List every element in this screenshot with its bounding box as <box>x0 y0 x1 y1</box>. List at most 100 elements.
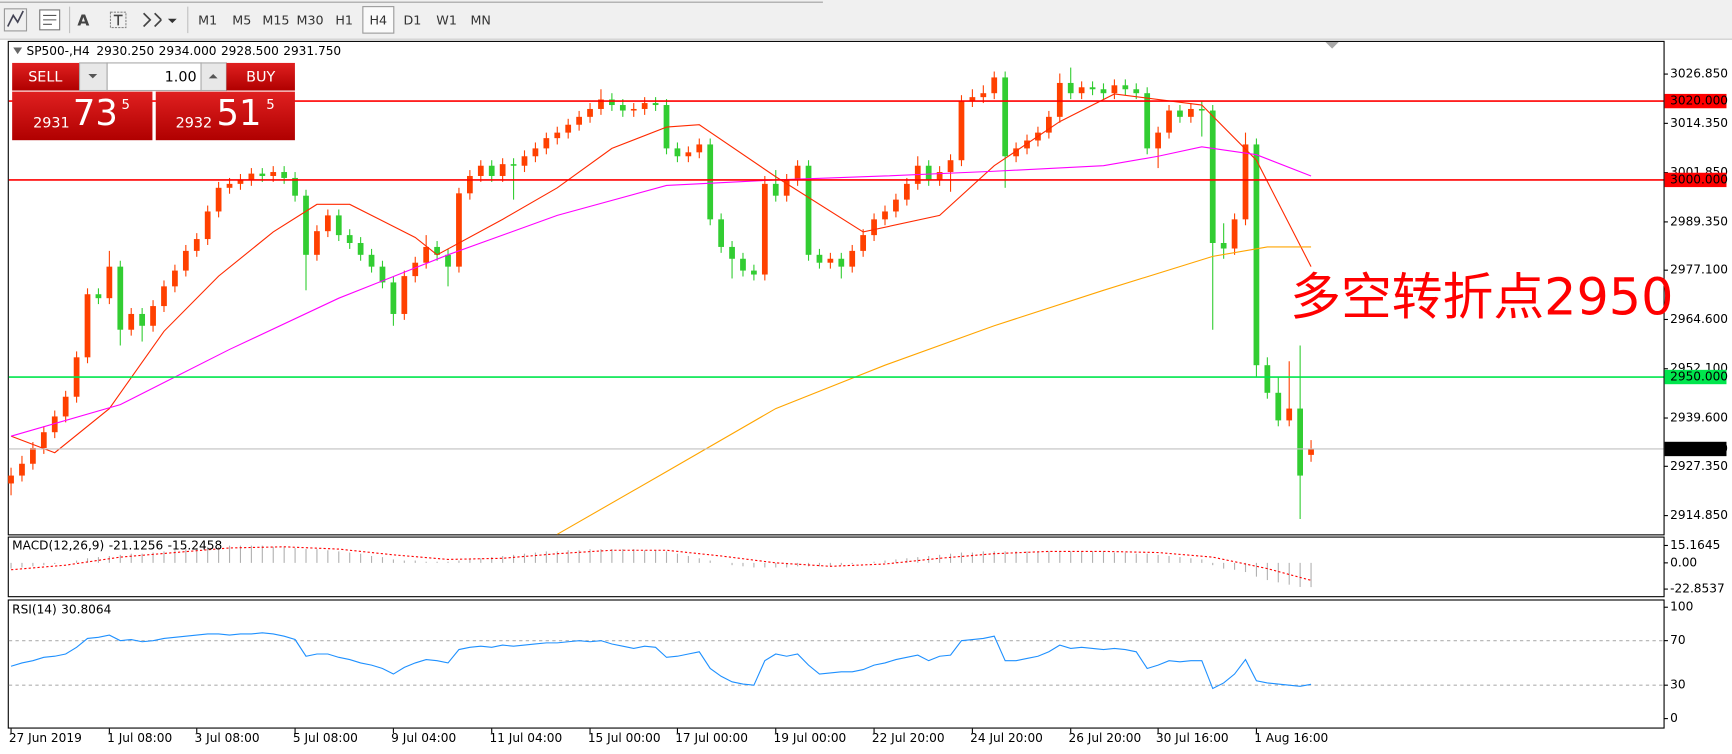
timeframe-button[interactable]: M5 <box>232 12 251 27</box>
candle-body <box>1100 89 1107 94</box>
template-button[interactable] <box>39 9 61 31</box>
buy-button[interactable]: BUY 2932 51 5 <box>155 62 295 141</box>
y-tick-label: 2964.600 <box>1670 312 1728 326</box>
x-tick-label: 3 Jul 08:00 <box>195 731 260 745</box>
candle-body <box>893 199 899 212</box>
candle-body <box>466 175 473 194</box>
main-panel <box>7 40 1665 536</box>
candle-body <box>1308 448 1314 455</box>
timeframe-button[interactable]: MN <box>470 12 490 27</box>
timeframe-button[interactable]: D1 <box>404 12 422 27</box>
candle-body <box>1045 116 1052 133</box>
candle-body <box>51 416 58 433</box>
level-label-bg <box>1664 369 1727 385</box>
high: 2934.000 <box>159 43 217 57</box>
candle-body <box>1133 89 1140 94</box>
arrow-down <box>88 73 98 79</box>
candle-body <box>335 215 342 236</box>
level-label: 2931.750 <box>1670 441 1728 455</box>
candle-body <box>499 164 506 176</box>
close: 2931.750 <box>283 43 341 57</box>
candle-body <box>707 144 714 220</box>
candle-body <box>1024 140 1030 149</box>
arrows-tool[interactable] <box>143 12 177 28</box>
arrow-up <box>208 73 218 79</box>
candle-body <box>128 313 135 330</box>
candle-body <box>674 148 681 157</box>
icon <box>109 11 127 29</box>
candle-body <box>685 152 692 157</box>
volume-up[interactable] <box>200 62 227 92</box>
candle-body <box>1122 85 1129 90</box>
dropdown <box>167 18 177 24</box>
symbol-icon <box>13 47 23 55</box>
macd-header: MACD(12,26,9) -21.1256 -15.2458 <box>12 538 222 552</box>
moving-average <box>10 93 1312 454</box>
text-tool[interactable]: A <box>77 11 89 29</box>
sell-button[interactable]: SELL 2931 73 5 <box>12 62 153 141</box>
candle-body <box>30 447 36 464</box>
y-tick-label: 30 <box>1670 678 1685 692</box>
candle-body <box>816 254 823 263</box>
candle-body <box>292 177 298 196</box>
candle-body <box>259 173 266 176</box>
candle-body <box>1067 82 1074 94</box>
candle-body <box>368 254 375 267</box>
x-tick-label: 19 Jul 00:00 <box>774 731 847 745</box>
level-label: 3000.000 <box>1670 172 1728 186</box>
y-tick-label: 3026.850 <box>1670 67 1728 81</box>
candle-body <box>1089 87 1096 90</box>
label-tool[interactable] <box>109 11 127 29</box>
candle-body <box>1155 132 1161 149</box>
volume-input[interactable] <box>106 62 202 92</box>
icon <box>143 12 162 28</box>
x-tick-label: 17 Jul 00:00 <box>675 731 748 745</box>
candle-body <box>947 160 954 173</box>
candle-body <box>1078 87 1085 94</box>
timeframe-button[interactable]: H4 <box>370 12 388 27</box>
candle-body <box>1275 392 1282 421</box>
candle-body <box>1198 108 1205 111</box>
candle-body <box>598 99 604 109</box>
timeframe-button[interactable]: W1 <box>436 12 457 27</box>
x-tick-label: 24 Jul 20:00 <box>970 731 1043 745</box>
candle-body <box>423 246 430 263</box>
timeframe-button[interactable]: M1 <box>198 12 217 27</box>
y-tick-label: 0.00 <box>1670 555 1697 569</box>
x-tick-label: 15 Jul 00:00 <box>588 731 661 745</box>
candle-body <box>303 195 309 255</box>
timeframe-button[interactable]: H1 <box>335 12 353 27</box>
candle-body <box>838 258 845 267</box>
candle-body <box>772 183 779 196</box>
candle-body <box>139 313 146 326</box>
candle-body <box>969 97 976 102</box>
signal-value: -15.2458 <box>168 538 223 552</box>
candle-body <box>991 77 998 94</box>
sell-price-box <box>12 91 153 141</box>
timeframe-button[interactable]: M30 <box>297 12 324 27</box>
candle-body <box>794 165 801 180</box>
chart-type-button[interactable] <box>3 8 28 32</box>
timeframe-button[interactable]: M15 <box>262 12 289 27</box>
candle-body <box>783 179 790 196</box>
y-tick-label: 100 <box>1670 600 1693 614</box>
candle-body <box>1231 219 1238 249</box>
plot-layer: 3026.8503014.3503001.8502989.3502977.100… <box>8 67 1728 745</box>
candle-body <box>860 235 867 251</box>
candle-body <box>543 138 550 149</box>
level-label-bg <box>1664 93 1727 109</box>
toolbar: A M1 M5 M15 M30 H1 H4 D1 W1 MN <box>0 0 1732 40</box>
annotation: 多空转折点2950 <box>1290 267 1673 326</box>
candle-body <box>248 173 255 180</box>
y-tick-label: 15.1645 <box>1670 538 1720 552</box>
rsi-title: RSI(14) <box>12 602 57 616</box>
candle-body <box>314 231 320 255</box>
y-tick-label: 2927.350 <box>1670 459 1728 473</box>
candle-body <box>1297 408 1303 476</box>
rsi-line <box>10 632 1312 690</box>
candle-body <box>641 103 648 109</box>
sell-label: SELL <box>28 69 62 85</box>
buy-big: 2932 <box>176 116 213 132</box>
candle-body <box>19 463 25 476</box>
